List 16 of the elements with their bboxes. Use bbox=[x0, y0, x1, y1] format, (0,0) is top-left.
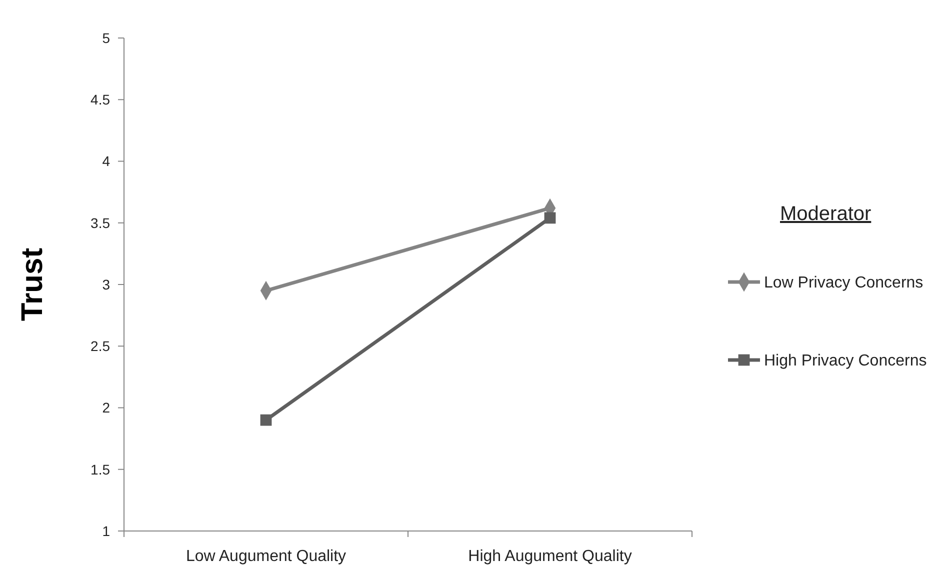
y-tick-label: 3.5 bbox=[90, 214, 110, 231]
y-tick-label: 2 bbox=[102, 400, 110, 416]
y-tick-label: 1.5 bbox=[90, 461, 110, 478]
y-tick-label: 1 bbox=[102, 522, 110, 539]
legend-label: Low Privacy Concerns bbox=[764, 274, 924, 292]
y-tick-label: 5 bbox=[102, 30, 110, 46]
y-tick-label: 4 bbox=[102, 153, 110, 170]
y-tick-label: 2.5 bbox=[90, 338, 110, 354]
y-tick-label: 3 bbox=[102, 276, 110, 292]
point bbox=[260, 414, 272, 426]
x-tick-label: High Augument Quality bbox=[468, 548, 632, 565]
legend-label: High Privacy Concerns bbox=[764, 352, 927, 370]
legend-title: Moderator bbox=[780, 203, 872, 225]
y-axis-title: Trust bbox=[16, 248, 49, 322]
x-tick-label: Low Augument Quality bbox=[186, 548, 346, 565]
y-tick-label: 4.5 bbox=[90, 92, 110, 108]
